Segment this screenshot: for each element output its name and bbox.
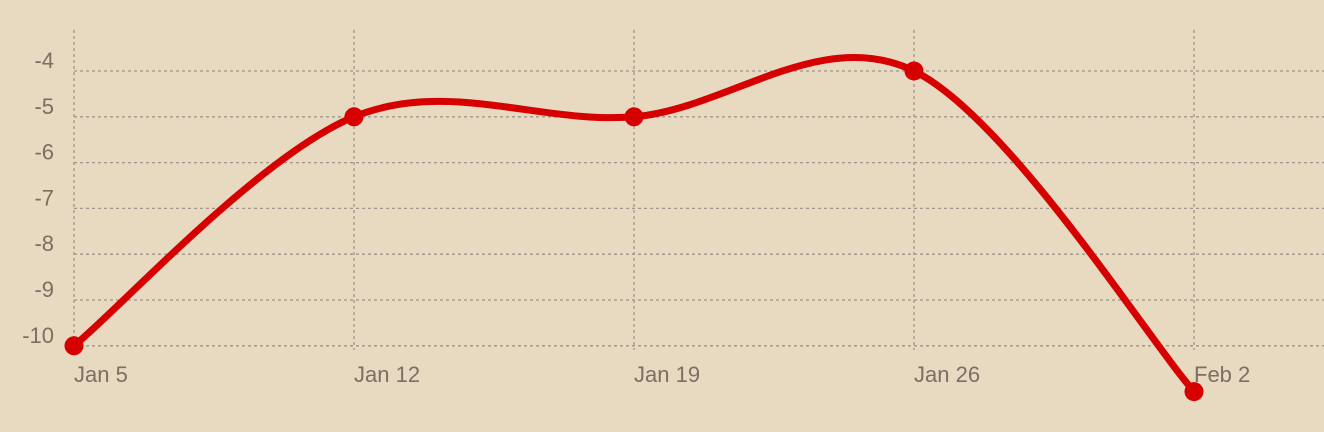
y-tick-label: -6 bbox=[34, 140, 54, 165]
x-tick-label: Feb 2 bbox=[1194, 362, 1250, 387]
data-point bbox=[64, 336, 84, 356]
x-tick-label: Jan 12 bbox=[354, 362, 420, 387]
data-point bbox=[624, 107, 644, 127]
data-point bbox=[904, 61, 924, 81]
y-tick-label: -7 bbox=[34, 185, 54, 210]
data-point bbox=[344, 107, 364, 127]
y-tick-label: -8 bbox=[34, 231, 54, 256]
x-tick-label: Jan 5 bbox=[74, 362, 128, 387]
x-tick-label: Jan 19 bbox=[634, 362, 700, 387]
data-point bbox=[1184, 382, 1204, 402]
y-tick-label: -9 bbox=[34, 277, 54, 302]
y-tick-label: -10 bbox=[22, 323, 54, 348]
x-tick-label: Jan 26 bbox=[914, 362, 980, 387]
y-tick-label: -4 bbox=[34, 48, 54, 73]
y-tick-label: -5 bbox=[34, 94, 54, 119]
